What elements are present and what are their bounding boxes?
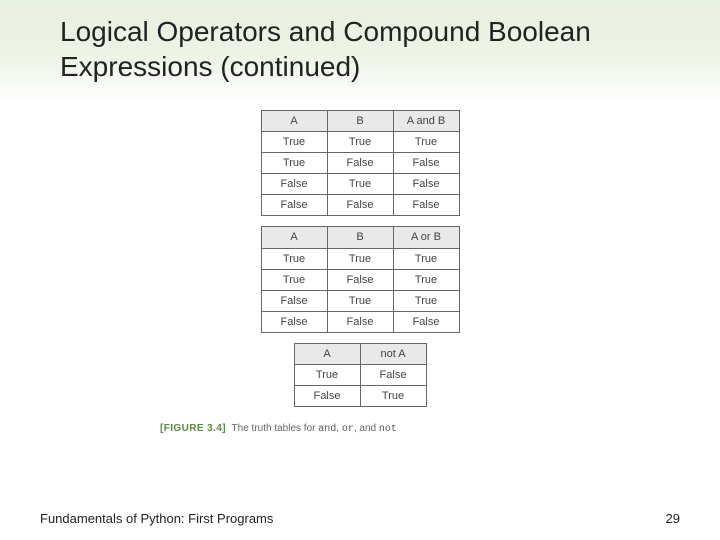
cell: False <box>393 174 459 195</box>
cell: False <box>294 386 360 407</box>
truth-table-and: A B A and B True True True True False Fa… <box>261 110 460 216</box>
col-header: A <box>294 343 360 364</box>
cell: False <box>261 290 327 311</box>
cell: False <box>327 269 393 290</box>
title-band: Logical Operators and Compound Boolean E… <box>0 0 720 102</box>
table-row: True True True <box>261 248 459 269</box>
cell: True <box>393 132 459 153</box>
col-header: B <box>327 227 393 248</box>
cell: False <box>393 153 459 174</box>
cell: True <box>360 386 426 407</box>
cell: True <box>261 132 327 153</box>
truth-table-not: A not A True False False True <box>294 343 427 407</box>
col-header: A <box>261 227 327 248</box>
table-row: False False False <box>261 195 459 216</box>
cell: True <box>393 248 459 269</box>
col-header: A or B <box>393 227 459 248</box>
table-row: False True <box>294 386 426 407</box>
cell: False <box>327 153 393 174</box>
cell: True <box>327 132 393 153</box>
page-number: 29 <box>666 511 680 526</box>
truth-table-or: A B A or B True True True True False Tru… <box>261 226 460 332</box>
table-row: True True True <box>261 132 459 153</box>
cell: False <box>327 195 393 216</box>
footer-left: Fundamentals of Python: First Programs <box>40 511 273 526</box>
caption-keyword: or <box>342 424 354 435</box>
cell: True <box>327 290 393 311</box>
cell: True <box>261 269 327 290</box>
cell: True <box>261 248 327 269</box>
caption-text: , and <box>354 423 379 434</box>
cell: True <box>393 290 459 311</box>
table-row: True False False <box>261 153 459 174</box>
col-header: A and B <box>393 111 459 132</box>
cell: True <box>294 365 360 386</box>
cell: True <box>327 248 393 269</box>
table-row: False True False <box>261 174 459 195</box>
figure-caption: [FIGURE 3.4] The truth tables for and, o… <box>160 423 560 435</box>
slide-footer: Fundamentals of Python: First Programs 2… <box>0 511 720 526</box>
caption-keyword: not <box>379 424 397 435</box>
table-row: A B A or B <box>261 227 459 248</box>
table-row: False True True <box>261 290 459 311</box>
table-row: A not A <box>294 343 426 364</box>
col-header: not A <box>360 343 426 364</box>
cell: True <box>327 174 393 195</box>
cell: False <box>360 365 426 386</box>
table-row: A B A and B <box>261 111 459 132</box>
figure-label: [FIGURE 3.4] <box>160 423 226 434</box>
cell: False <box>393 311 459 332</box>
cell: True <box>261 153 327 174</box>
table-row: True False True <box>261 269 459 290</box>
col-header: A <box>261 111 327 132</box>
cell: False <box>261 311 327 332</box>
cell: True <box>393 269 459 290</box>
caption-text: The truth tables for <box>232 423 319 434</box>
figure-area: A B A and B True True True True False Fa… <box>0 110 720 435</box>
col-header: B <box>327 111 393 132</box>
caption-keyword: and <box>318 424 336 435</box>
table-row: True False <box>294 365 426 386</box>
cell: False <box>393 195 459 216</box>
cell: False <box>261 174 327 195</box>
table-row: False False False <box>261 311 459 332</box>
cell: False <box>327 311 393 332</box>
cell: False <box>261 195 327 216</box>
slide-title: Logical Operators and Compound Boolean E… <box>60 14 680 84</box>
